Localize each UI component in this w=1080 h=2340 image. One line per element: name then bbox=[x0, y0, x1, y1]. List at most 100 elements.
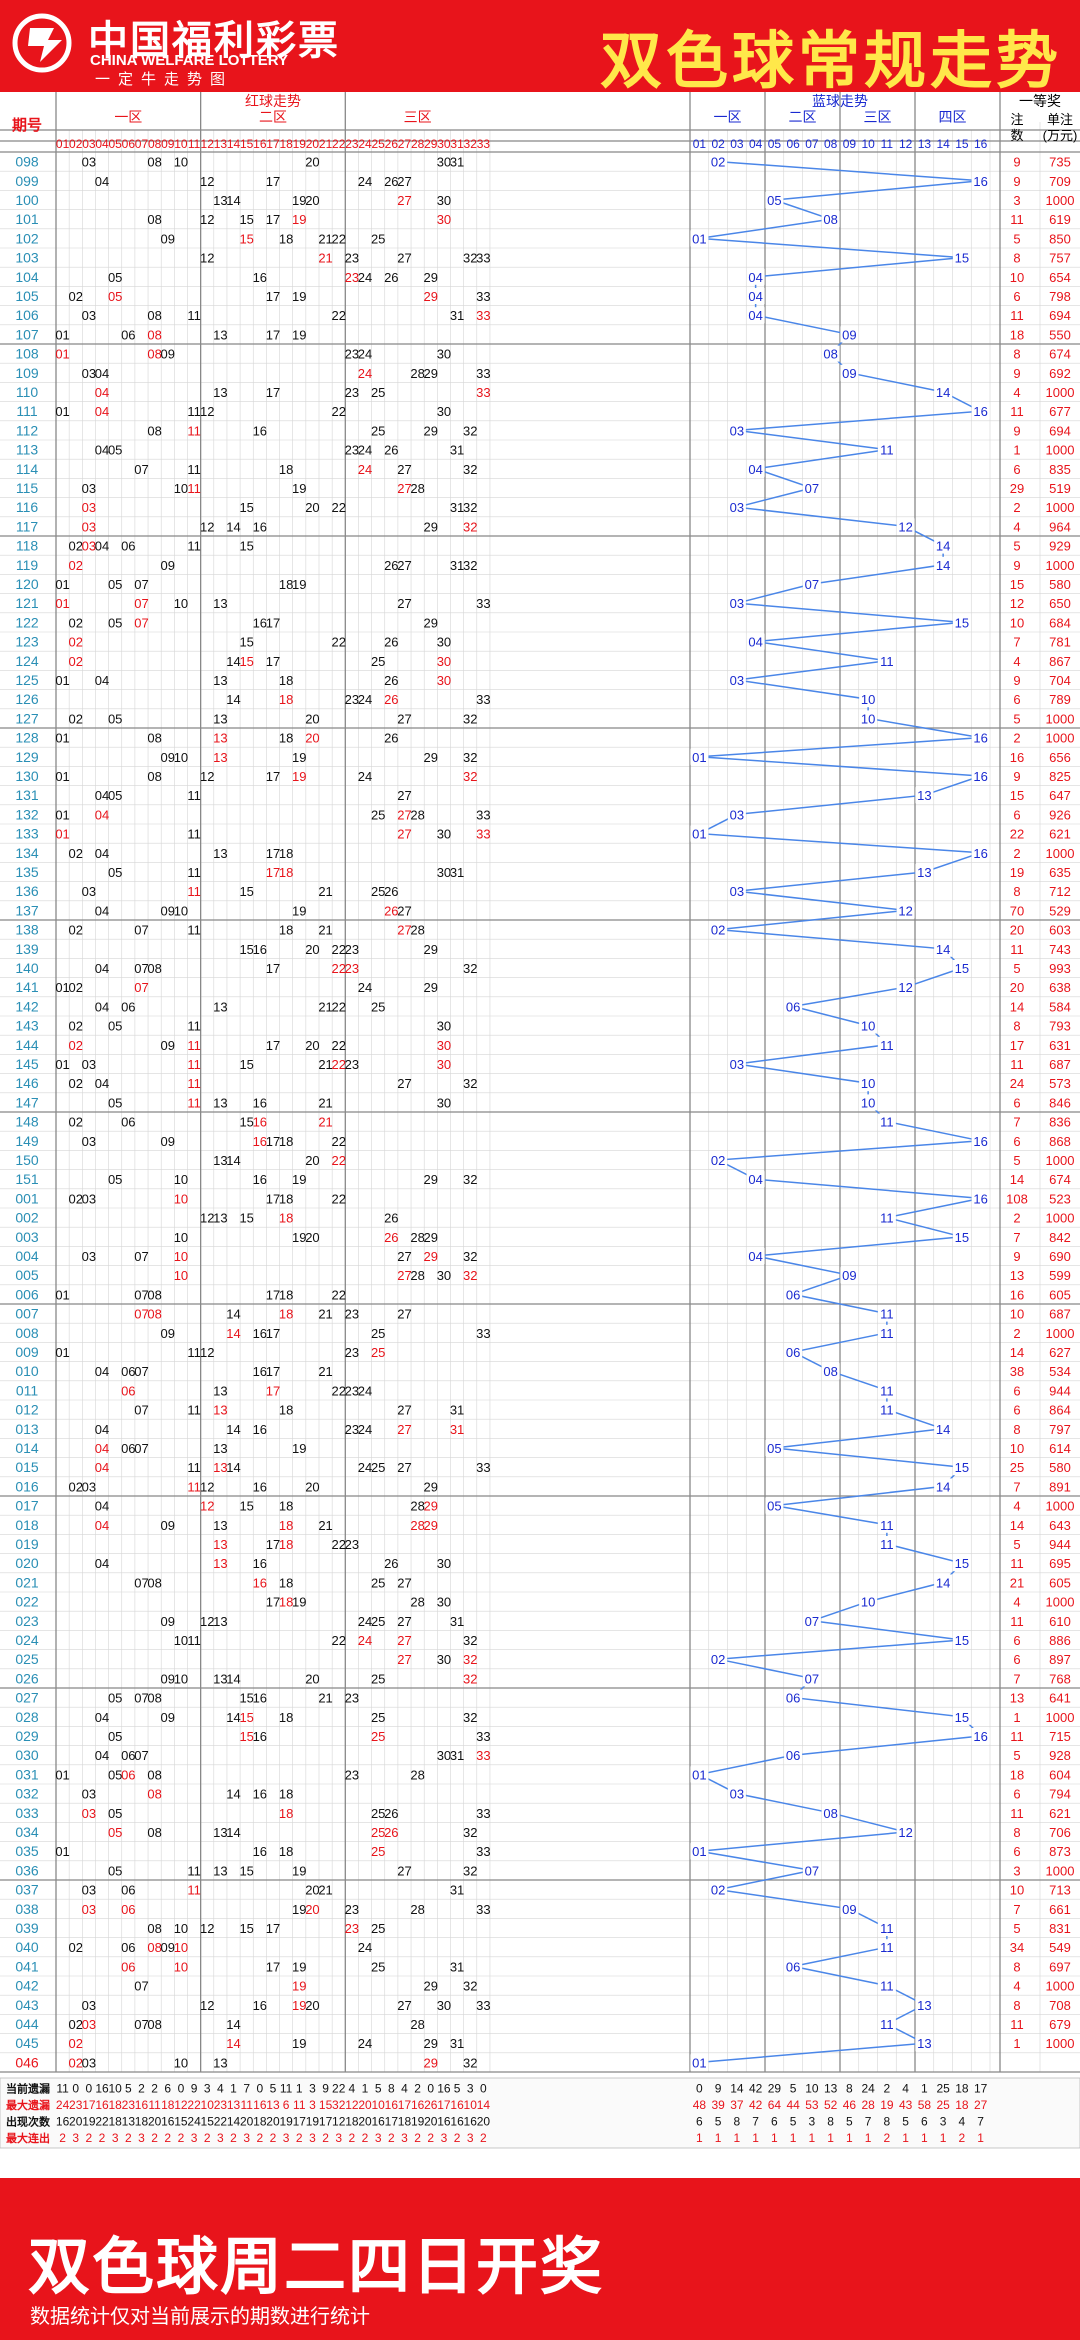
red-ball: 18 bbox=[279, 1403, 293, 1418]
red-stat-value: 11 bbox=[148, 2098, 161, 2112]
red-ball: 09 bbox=[161, 1326, 175, 1341]
red-ball: 05 bbox=[108, 1806, 122, 1821]
prize-count: 14 bbox=[1010, 1518, 1024, 1533]
red-ball: 02 bbox=[68, 539, 82, 554]
prize-count: 8 bbox=[1013, 347, 1020, 362]
red-ball: 05 bbox=[108, 615, 122, 630]
period-number: 039 bbox=[15, 1920, 39, 1936]
red-ball: 15 bbox=[239, 1710, 253, 1725]
red-ball: 04 bbox=[95, 366, 109, 381]
red-ball: 05 bbox=[108, 1767, 122, 1782]
red-ball: 17 bbox=[266, 1287, 280, 1302]
red-ball: 19 bbox=[292, 2036, 306, 2051]
red-ball: 07 bbox=[134, 1249, 148, 1264]
red-ball: 11 bbox=[187, 1403, 201, 1418]
prize-count: 5 bbox=[1013, 961, 1020, 976]
period-number: 124 bbox=[15, 653, 39, 669]
red-stat-value: 3 bbox=[309, 2131, 316, 2145]
red-ball: 26 bbox=[384, 443, 398, 458]
red-ball: 31 bbox=[450, 865, 464, 880]
prize-count: 4 bbox=[1013, 1499, 1020, 1514]
prize-count: 4 bbox=[1013, 1979, 1020, 1994]
red-ball: 05 bbox=[108, 1172, 122, 1187]
blue-ball-bg bbox=[727, 806, 746, 823]
red-stat-value: 13 bbox=[227, 2098, 241, 2112]
blue-ball: 03 bbox=[730, 423, 744, 438]
prize-amount: 684 bbox=[1049, 615, 1071, 630]
red-ball: 07 bbox=[134, 961, 148, 976]
red-ball: 08 bbox=[147, 423, 161, 438]
red-ball: 03 bbox=[82, 2055, 96, 2070]
period-number: 010 bbox=[15, 1363, 39, 1379]
blue-ball-bg bbox=[784, 1958, 803, 1975]
blue-ball: 14 bbox=[936, 558, 950, 573]
prize-count: 6 bbox=[1013, 1383, 1020, 1398]
red-stat-value: 11 bbox=[293, 2098, 306, 2112]
red-ball: 26 bbox=[384, 731, 398, 746]
blue-number-header: 14 bbox=[936, 137, 950, 151]
blue-stat-value: 58 bbox=[918, 2098, 932, 2112]
red-ball: 12 bbox=[200, 1211, 214, 1226]
red-ball: 29 bbox=[424, 615, 438, 630]
period-number: 002 bbox=[15, 1210, 39, 1226]
red-ball: 01 bbox=[55, 1767, 69, 1782]
trend-table[interactable]: 期号 红球走势 一区 二区 三区 蓝球走势 一区 二区 三区 四区 一等奖注数单注 (万元) 01 02 0… bbox=[0, 92, 1080, 2178]
red-ball: 31 bbox=[450, 1959, 464, 1974]
blue-stat-value: 1 bbox=[734, 2131, 741, 2145]
red-stat-value: 18 bbox=[108, 2098, 122, 2112]
blue-ball-bg bbox=[971, 172, 990, 189]
red-ball: 04 bbox=[95, 1422, 109, 1437]
red-ball: 14 bbox=[226, 654, 240, 669]
prize-count: 1 bbox=[1013, 443, 1020, 458]
period-number: 129 bbox=[15, 749, 39, 765]
blue-ball: 05 bbox=[767, 1499, 781, 1514]
red-ball: 24 bbox=[358, 769, 372, 784]
red-ball: 18 bbox=[279, 673, 293, 688]
prize-amount: 1000 bbox=[1046, 500, 1075, 515]
red-ball: 15 bbox=[239, 884, 253, 899]
prize-count: 8 bbox=[1013, 1019, 1020, 1034]
red-ball: 31 bbox=[450, 2036, 464, 2051]
red-ball: 06 bbox=[121, 1364, 135, 1379]
red-ball: 27 bbox=[397, 1863, 411, 1878]
prize-count: 6 bbox=[1013, 1652, 1020, 1667]
blue-ball-bg bbox=[915, 2035, 934, 2052]
blue-ball: 16 bbox=[973, 731, 987, 746]
red-ball: 10 bbox=[174, 750, 188, 765]
red-stat-value: 2 bbox=[151, 2081, 158, 2095]
prize-amount: 580 bbox=[1049, 577, 1071, 592]
red-ball: 32 bbox=[463, 1710, 477, 1725]
red-ball: 08 bbox=[147, 327, 161, 342]
blue-stat-value: 25 bbox=[936, 2098, 950, 2112]
red-ball: 18 bbox=[279, 1806, 293, 1821]
red-ball: 32 bbox=[463, 1671, 477, 1686]
red-stat-value: 0 bbox=[256, 2081, 263, 2095]
red-ball: 32 bbox=[463, 961, 477, 976]
prize-count: 7 bbox=[1013, 635, 1020, 650]
blue-ball: 02 bbox=[711, 923, 725, 938]
blue-stat-value: 8 bbox=[846, 2081, 853, 2095]
period-number: 007 bbox=[15, 1306, 39, 1322]
red-ball: 33 bbox=[476, 1844, 490, 1859]
red-ball: 17 bbox=[266, 961, 280, 976]
red-ball: 24 bbox=[358, 270, 372, 285]
blue-ball-bg bbox=[802, 1862, 821, 1879]
red-ball: 27 bbox=[397, 1614, 411, 1629]
blue-stat-value: 18 bbox=[955, 2098, 969, 2112]
red-stat-value: 2 bbox=[164, 2131, 171, 2145]
red-number-header: 18 bbox=[279, 137, 293, 151]
blue-ball: 14 bbox=[936, 942, 950, 957]
red-ball: 11 bbox=[187, 1019, 201, 1034]
red-ball: 28 bbox=[410, 1595, 424, 1610]
red-stat-value: 2 bbox=[362, 2131, 369, 2145]
blue-ball-bg bbox=[727, 422, 746, 439]
prize-count: 70 bbox=[1010, 903, 1024, 918]
blue-ball-bg bbox=[784, 1747, 803, 1764]
red-ball: 21 bbox=[318, 1364, 332, 1379]
blue-ball: 10 bbox=[861, 1595, 875, 1610]
blue-ball: 02 bbox=[711, 1652, 725, 1667]
period-number: 017 bbox=[15, 1498, 39, 1514]
red-ball: 15 bbox=[239, 654, 253, 669]
blue-stat-value: 10 bbox=[805, 2081, 819, 2095]
red-ball: 08 bbox=[147, 212, 161, 227]
